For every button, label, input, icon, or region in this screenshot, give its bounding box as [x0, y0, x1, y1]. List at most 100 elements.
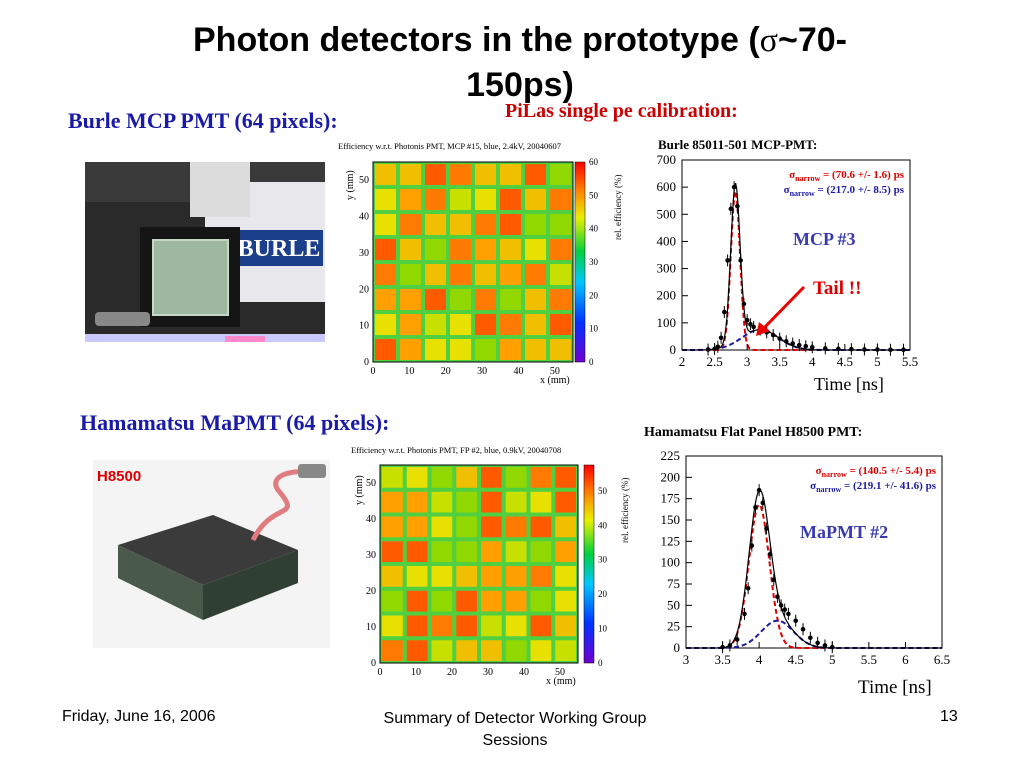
ham-map-xtick: 30: [483, 667, 493, 678]
chart0-data-point: [777, 336, 783, 341]
ham-map-pixel: [505, 467, 527, 488]
chart1-ytick-label: 75: [667, 576, 680, 591]
chart1-data-point: [753, 504, 758, 510]
ham-map-pixel: [382, 615, 403, 637]
ham-map-pixel: [382, 541, 403, 562]
ham-map-pixel: [481, 516, 502, 538]
ham-map-pixel: [431, 541, 453, 562]
burle-map-ztick: 50: [589, 190, 599, 200]
ham-map-pixel: [505, 590, 527, 612]
burle-map-pixel: [425, 239, 446, 260]
chart0-data-point: [718, 335, 724, 341]
burle-map-pixel: [400, 339, 421, 360]
burle-map-pixel: [525, 314, 546, 335]
ham-map-xtick: 50: [555, 667, 565, 678]
chart1-data-point: [745, 585, 751, 591]
title-prefix: Photon detectors in the prototype (: [193, 21, 760, 59]
legend-subscript: narrow: [816, 485, 841, 494]
chart1-legend-entry: σnarrow = (140.5 +/- 5.4) ps: [816, 465, 937, 479]
ham-map-pixel: [456, 541, 477, 562]
legend-value: = (70.6 +/- 1.6) ps: [820, 169, 904, 181]
burle-map-pixel: [375, 189, 396, 210]
chart1-xtick-label: 3: [683, 652, 690, 667]
burle-map-pixel: [525, 289, 546, 310]
burle-map-pixel: [475, 239, 496, 260]
chart0-data-point: [744, 317, 750, 323]
footer-date: Friday, June 16, 2006: [62, 708, 216, 725]
hamamatsu-map-title: Efficiency w.r.t. Photonis PMT, FP #2, b…: [351, 445, 561, 455]
chart0-data-point: [715, 344, 721, 350]
burle-map-pixel: [525, 189, 546, 210]
burle-map-pixel: [425, 214, 446, 235]
hamamatsu-timing-chart: Hamamatsu Flat Panel H8500 PMT: 3 3.5 4 4.5…: [638, 418, 968, 703]
legend-subscript: narrow: [790, 189, 815, 198]
chart1-ytick-label: 150: [661, 512, 681, 527]
ham-map-pixel: [406, 640, 428, 661]
hamamatsu-chart-xlabel: Time [ns]: [858, 677, 932, 698]
ham-map-pixel: [456, 615, 477, 637]
chart1-data-point: [815, 640, 820, 646]
chart1-data-point: [756, 487, 762, 493]
ham-map-pixel: [382, 491, 403, 513]
burle-map-ytick: 50: [359, 175, 369, 186]
chart1-ytick-label: 225: [661, 448, 681, 463]
chart0-xtick-label: 4: [809, 354, 816, 369]
hamamatsu-chart-title: Hamamatsu Flat Panel H8500 PMT:: [644, 425, 862, 440]
burle-map-pixel: [400, 164, 421, 185]
burle-map-ylabel: y (mm): [345, 170, 356, 200]
ham-map-xtick: 0: [378, 667, 383, 678]
burle-map-pixel: [425, 314, 446, 335]
burle-map-ytick: 40: [359, 212, 369, 223]
chart0-xtick-label: 2: [679, 354, 686, 369]
burle-map-ytick: 0: [364, 357, 369, 368]
hamamatsu-map-xlabel: x (mm): [546, 676, 576, 687]
burle-timing-chart: Burle 85011-501 MCP-PMT: 2 2.5 3 3.5 4 4.5 5 5.…: [628, 132, 924, 400]
burle-map-pixel: [375, 164, 396, 185]
chart0-xtick-label: 5: [874, 354, 881, 369]
ham-map-xtick: 10: [411, 667, 421, 678]
burle-map-pixel: [525, 339, 546, 360]
ham-map-xtick: 20: [447, 667, 457, 678]
chart0-data-point: [751, 324, 756, 330]
ham-map-pixel: [530, 467, 552, 488]
ham-map-pixel: [406, 590, 428, 612]
ham-map-pixel: [505, 640, 527, 661]
legend-value: = (140.5 +/- 5.4) ps: [847, 465, 937, 477]
ham-map-pixel: [555, 516, 576, 538]
ham-map-pixel: [555, 491, 576, 513]
chart1-xtick-label: 4.5: [788, 652, 804, 667]
burle-map-title: Efficiency w.r.t. Photonis PMT, MCP #15,…: [338, 141, 561, 151]
burle-map-xtick: 30: [477, 366, 487, 377]
burle-map-pixel: [450, 214, 471, 235]
chart1-data-point: [767, 551, 773, 557]
burle-map-ytick: 20: [359, 284, 369, 295]
ham-map-pixel: [530, 491, 552, 513]
burle-map-pixel: [450, 314, 471, 335]
legend-subscript: narrow: [795, 174, 820, 183]
burle-map-pixel: [425, 289, 446, 310]
hamamatsu-map-zlabel: rel. efficiency (%): [620, 477, 630, 543]
burle-map-pixel: [450, 189, 471, 210]
ham-map-pixel: [406, 615, 428, 637]
burle-map-pixel: [500, 289, 521, 310]
chart1-ytick-label: 25: [667, 619, 680, 634]
ham-map-ztick: 40: [598, 520, 608, 530]
chart0-ytick-label: 700: [657, 152, 677, 167]
burle-map-pixel: [475, 289, 496, 310]
title-line2: 150ps): [466, 66, 574, 104]
ham-map-ztick: 20: [598, 589, 608, 599]
ham-map-ytick: 0: [371, 658, 376, 669]
chart0-data-point: [731, 184, 737, 190]
ham-map-pixel: [555, 615, 576, 637]
legend-sigma: σ: [816, 465, 822, 477]
ham-map-pixel: [456, 566, 477, 587]
chart0-data-point: [705, 347, 711, 352]
burle-map-xlabel: x (mm): [540, 375, 570, 386]
ham-map-pixel: [431, 566, 453, 587]
tail-arrow-head: [756, 322, 770, 336]
chart1-fit-total: [686, 489, 942, 649]
ham-map-pixel: [406, 566, 428, 587]
chart1-data-point: [778, 603, 784, 608]
burle-map-pixel: [550, 314, 571, 335]
ham-map-pixel: [481, 590, 502, 612]
